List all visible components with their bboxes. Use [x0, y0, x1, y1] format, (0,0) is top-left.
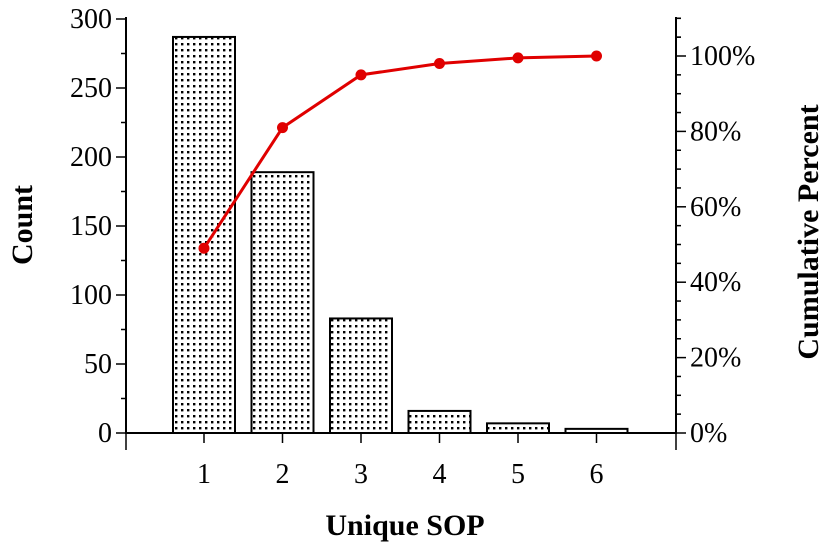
- y-axis-title: Count: [6, 185, 39, 265]
- bars-group: [172, 35, 629, 435]
- y2-tick-label-20: 20%: [690, 343, 741, 374]
- x-tick-label-6: 6: [590, 459, 604, 490]
- y2-tick-label-60: 60%: [690, 192, 741, 223]
- x-axis-title: Unique SOP: [325, 509, 484, 542]
- x-tick-label-5: 5: [511, 459, 525, 490]
- x-tick-label-1: 1: [197, 459, 211, 490]
- y-tick-label-100: 100: [70, 280, 112, 311]
- right-y-axis: 0% 20% 40% 60% 80% 100%: [676, 17, 755, 449]
- cumulative-point-5: [512, 52, 524, 64]
- bar-3: [329, 317, 393, 434]
- cumulative-percent-line: [202, 54, 597, 250]
- y2-tick-label-0: 0%: [690, 418, 727, 449]
- y2-tick-label-100: 100%: [690, 41, 755, 72]
- y-tick-label-250: 250: [70, 73, 112, 104]
- bar-4: [407, 409, 472, 435]
- cumulative-point-1: [198, 242, 210, 254]
- y-tick-label-300: 300: [70, 4, 112, 35]
- y-tick-label-50: 50: [84, 349, 112, 380]
- y-tick-label-200: 200: [70, 142, 112, 173]
- cumulative-line-group: [198, 50, 602, 254]
- cumulative-point-2: [277, 122, 288, 134]
- x-tick-label-3: 3: [354, 459, 368, 490]
- cumulative-point-4: [434, 58, 445, 70]
- x-axis: 1 2 3 4 5 6: [125, 433, 677, 490]
- cumulative-point-3: [355, 69, 367, 81]
- y-tick-label-150: 150: [70, 211, 112, 242]
- bar-5: [486, 422, 550, 434]
- left-y-axis: 0 50 100 150 200 250 300: [70, 4, 126, 449]
- bar-1: [172, 35, 236, 434]
- bar-2: [250, 171, 315, 434]
- x-tick-label-2: 2: [276, 459, 290, 490]
- x-tick-label-4: 4: [433, 459, 447, 490]
- y2-tick-label-40: 40%: [690, 267, 741, 298]
- y2-tick-label-80: 80%: [690, 116, 741, 147]
- y-tick-label-0: 0: [98, 418, 112, 449]
- cumulative-point-6: [591, 50, 602, 62]
- y2-axis-title: Cumulative Percent: [792, 104, 825, 359]
